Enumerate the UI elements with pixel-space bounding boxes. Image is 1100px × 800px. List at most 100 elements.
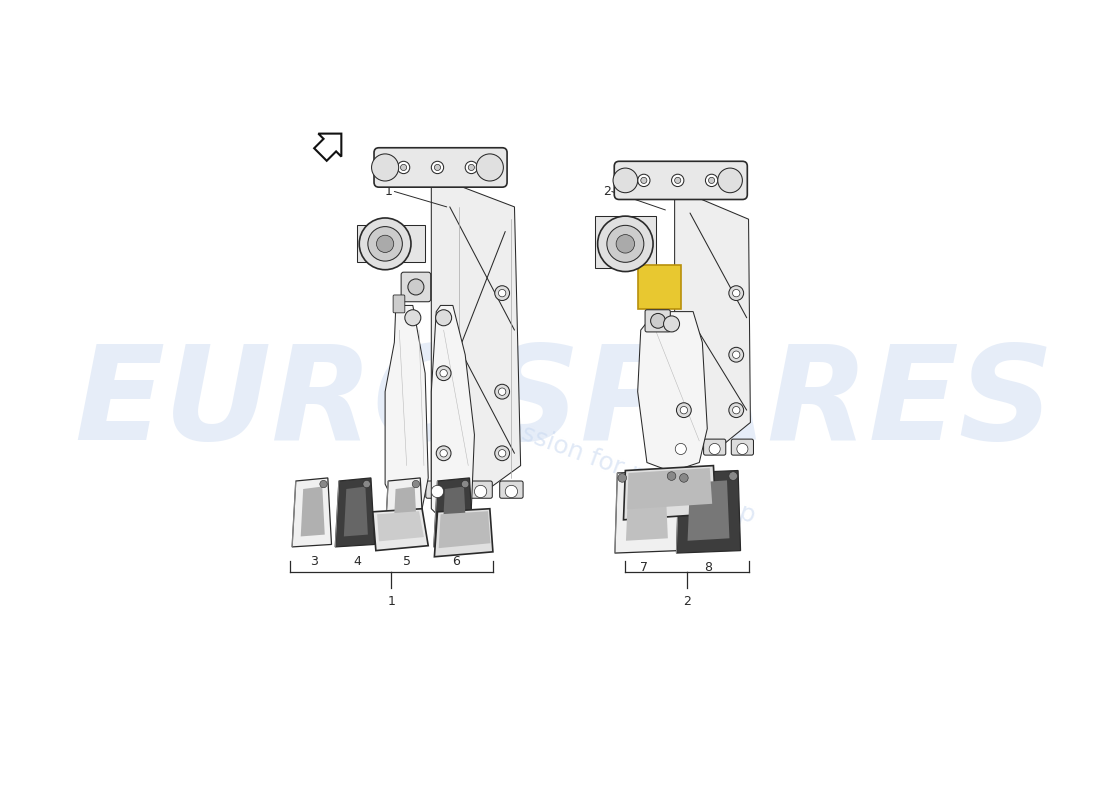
Circle shape — [498, 388, 506, 395]
Circle shape — [437, 366, 451, 381]
Polygon shape — [434, 509, 493, 557]
Circle shape — [613, 168, 638, 193]
Circle shape — [408, 279, 424, 295]
Circle shape — [733, 290, 740, 297]
Circle shape — [618, 474, 627, 482]
Polygon shape — [431, 182, 520, 490]
Circle shape — [476, 154, 504, 181]
Polygon shape — [615, 470, 679, 553]
Polygon shape — [373, 509, 428, 550]
Circle shape — [671, 174, 684, 186]
Polygon shape — [442, 486, 466, 537]
Polygon shape — [377, 511, 424, 542]
Circle shape — [469, 164, 474, 170]
Polygon shape — [315, 134, 341, 161]
Circle shape — [363, 480, 371, 488]
FancyBboxPatch shape — [499, 481, 524, 498]
Circle shape — [440, 450, 448, 457]
FancyBboxPatch shape — [402, 272, 431, 302]
Circle shape — [431, 486, 443, 498]
Text: 1: 1 — [384, 185, 392, 198]
Text: EUROSPARES: EUROSPARES — [74, 341, 1054, 467]
Text: a passion for parts shop: a passion for parts shop — [468, 402, 759, 529]
Circle shape — [498, 290, 506, 297]
Circle shape — [729, 347, 744, 362]
Text: 6: 6 — [452, 554, 460, 567]
Circle shape — [465, 162, 477, 174]
Circle shape — [397, 162, 409, 174]
Polygon shape — [344, 486, 367, 537]
Circle shape — [733, 406, 740, 414]
Polygon shape — [385, 478, 424, 547]
FancyBboxPatch shape — [614, 162, 747, 199]
Circle shape — [376, 235, 394, 253]
Text: 1: 1 — [387, 595, 395, 608]
Circle shape — [505, 486, 517, 498]
Circle shape — [440, 370, 448, 377]
FancyBboxPatch shape — [374, 148, 507, 187]
Text: 8: 8 — [704, 561, 713, 574]
Circle shape — [320, 480, 327, 488]
Text: 4: 4 — [353, 554, 361, 567]
FancyBboxPatch shape — [426, 481, 449, 498]
Circle shape — [650, 314, 666, 328]
FancyBboxPatch shape — [393, 295, 405, 313]
Circle shape — [400, 164, 407, 170]
Circle shape — [434, 164, 440, 170]
Polygon shape — [300, 486, 324, 537]
Polygon shape — [336, 478, 375, 547]
Circle shape — [495, 446, 509, 461]
Text: 7: 7 — [640, 561, 648, 574]
Polygon shape — [638, 266, 681, 309]
Circle shape — [668, 472, 675, 480]
Circle shape — [474, 486, 486, 498]
Circle shape — [607, 226, 644, 262]
Polygon shape — [385, 306, 428, 509]
Circle shape — [405, 310, 421, 326]
Text: 5: 5 — [403, 554, 410, 567]
Circle shape — [680, 474, 689, 482]
Circle shape — [372, 154, 398, 181]
Text: 2: 2 — [683, 595, 691, 608]
Polygon shape — [624, 466, 716, 520]
Circle shape — [729, 402, 744, 418]
Circle shape — [437, 446, 451, 461]
Polygon shape — [638, 311, 707, 472]
Circle shape — [708, 178, 715, 183]
Circle shape — [495, 286, 509, 301]
Circle shape — [431, 162, 443, 174]
Circle shape — [674, 178, 681, 183]
Circle shape — [367, 226, 403, 261]
Circle shape — [737, 443, 748, 454]
Polygon shape — [439, 511, 491, 548]
Circle shape — [710, 443, 720, 454]
Polygon shape — [627, 468, 712, 510]
Circle shape — [436, 310, 452, 326]
Circle shape — [663, 316, 680, 332]
Circle shape — [597, 216, 653, 271]
Circle shape — [360, 218, 411, 270]
Polygon shape — [688, 480, 729, 541]
Circle shape — [412, 480, 419, 488]
Polygon shape — [433, 478, 473, 547]
FancyBboxPatch shape — [670, 439, 692, 455]
Polygon shape — [674, 194, 750, 444]
Circle shape — [640, 178, 647, 183]
Circle shape — [705, 174, 717, 186]
Circle shape — [462, 480, 469, 488]
Polygon shape — [676, 470, 740, 553]
FancyBboxPatch shape — [469, 481, 493, 498]
Polygon shape — [358, 226, 425, 262]
FancyBboxPatch shape — [645, 310, 670, 332]
Text: 3: 3 — [310, 554, 318, 567]
Circle shape — [729, 286, 744, 301]
Circle shape — [495, 384, 509, 399]
Polygon shape — [293, 478, 331, 547]
Polygon shape — [594, 216, 656, 269]
Circle shape — [616, 234, 635, 253]
Circle shape — [498, 450, 506, 457]
Polygon shape — [393, 486, 417, 537]
Circle shape — [717, 168, 743, 193]
Circle shape — [675, 443, 686, 454]
Polygon shape — [431, 306, 474, 521]
